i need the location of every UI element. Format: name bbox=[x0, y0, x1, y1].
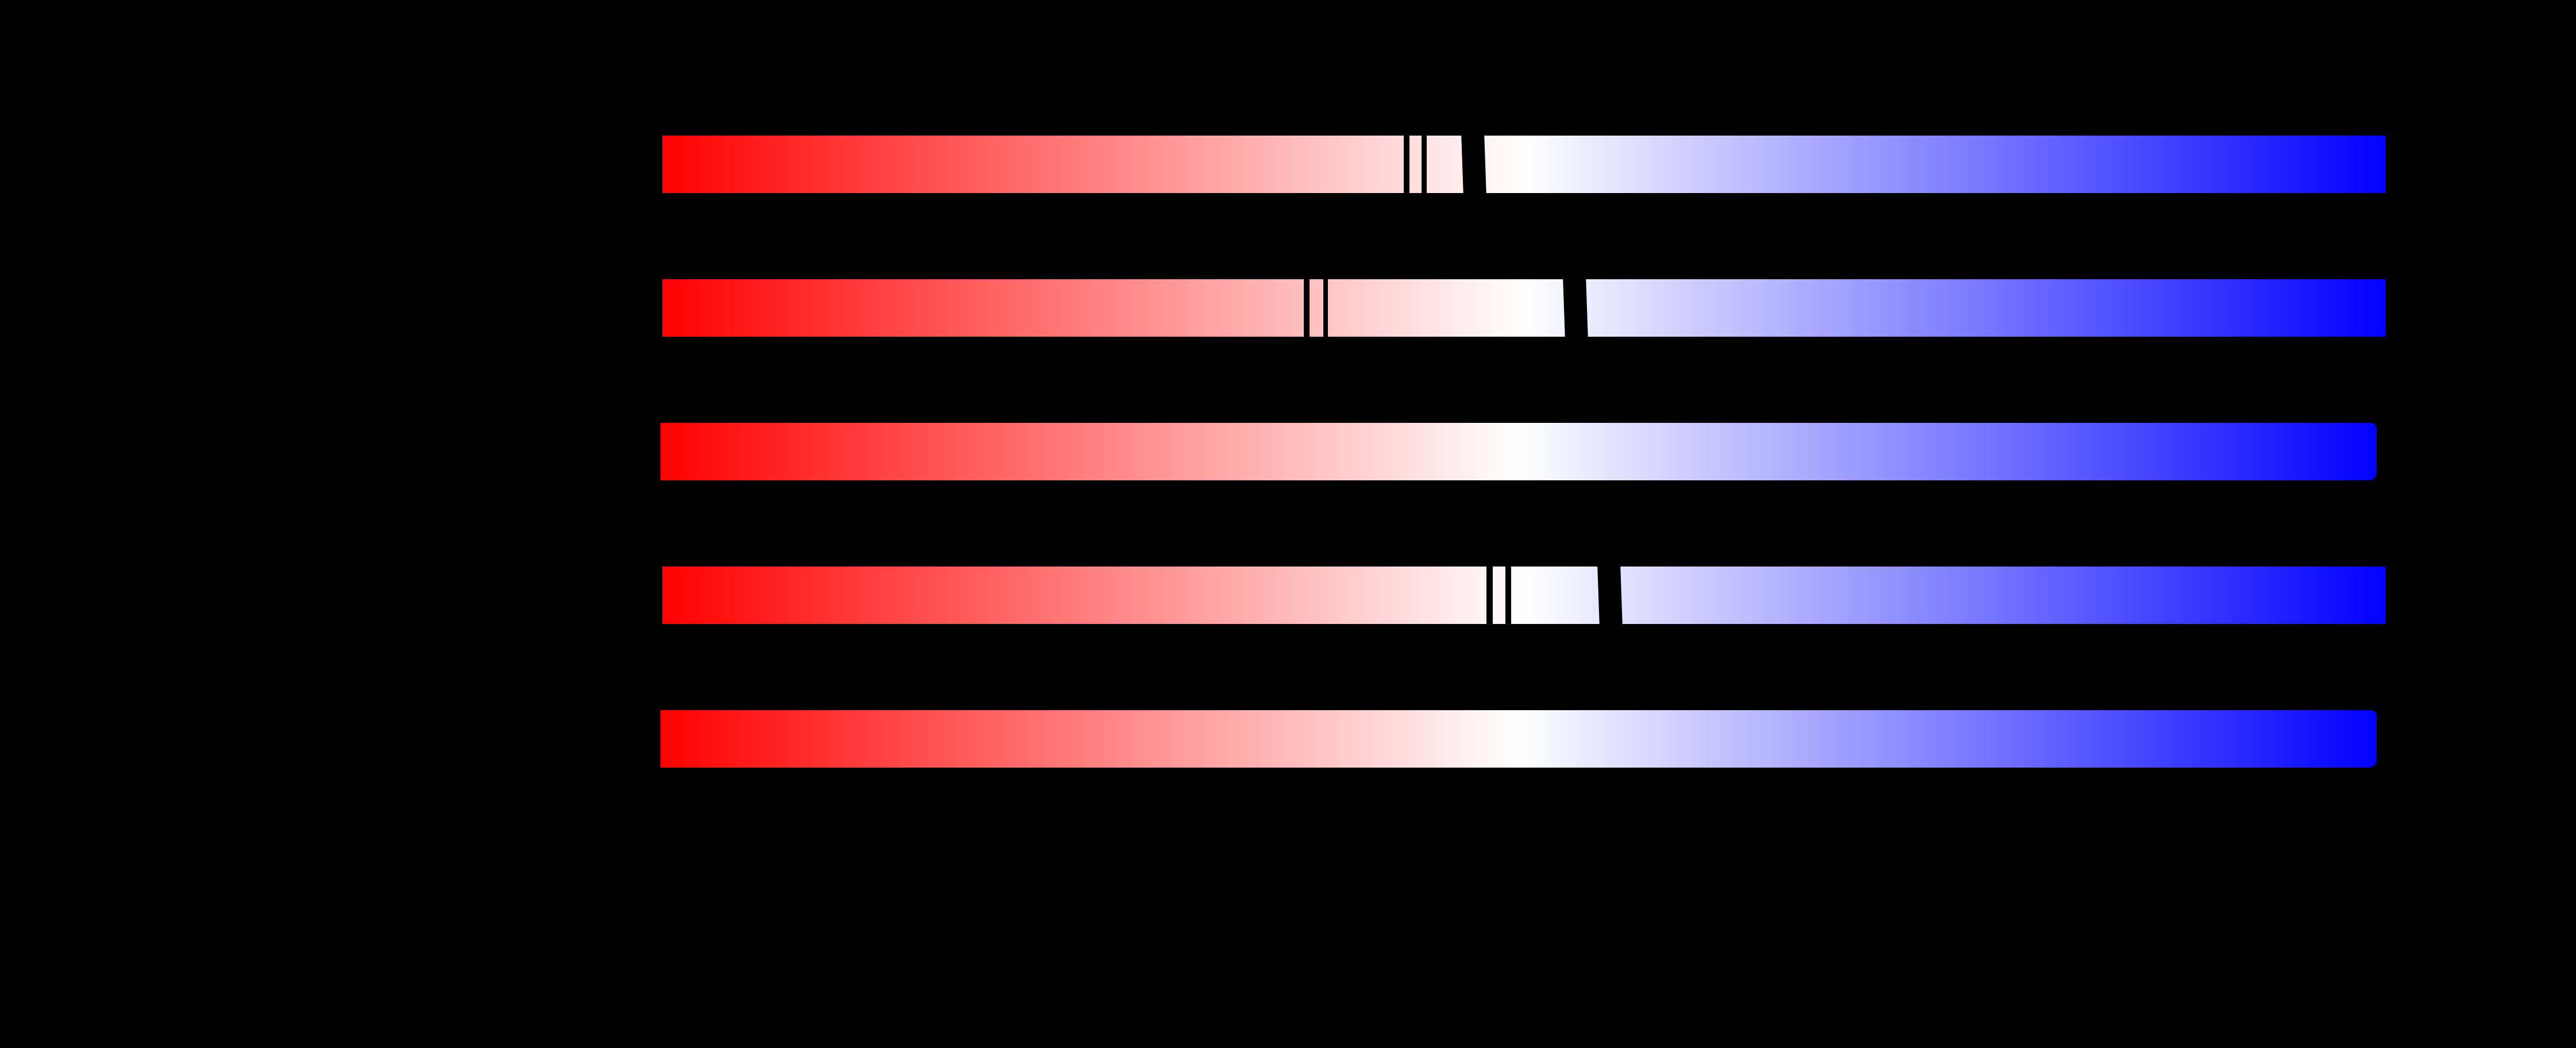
thin-marker bbox=[1486, 565, 1493, 625]
thick-marker bbox=[1563, 278, 1588, 338]
thin-marker bbox=[1304, 278, 1310, 338]
gradient-bar-row-4 bbox=[662, 565, 2385, 626]
gradient-bar-row-5 bbox=[661, 710, 2377, 768]
thin-marker bbox=[1404, 134, 1409, 194]
thin-marker bbox=[1505, 565, 1511, 625]
gradient-bar-row-3 bbox=[661, 423, 2377, 480]
gradient-bar-row-2 bbox=[662, 278, 2385, 338]
thin-marker bbox=[1323, 278, 1328, 338]
thick-marker bbox=[1461, 134, 1486, 195]
thick-marker bbox=[1597, 565, 1623, 626]
thin-marker bbox=[1421, 134, 1427, 194]
gradient-bar-row-1 bbox=[662, 134, 2385, 195]
